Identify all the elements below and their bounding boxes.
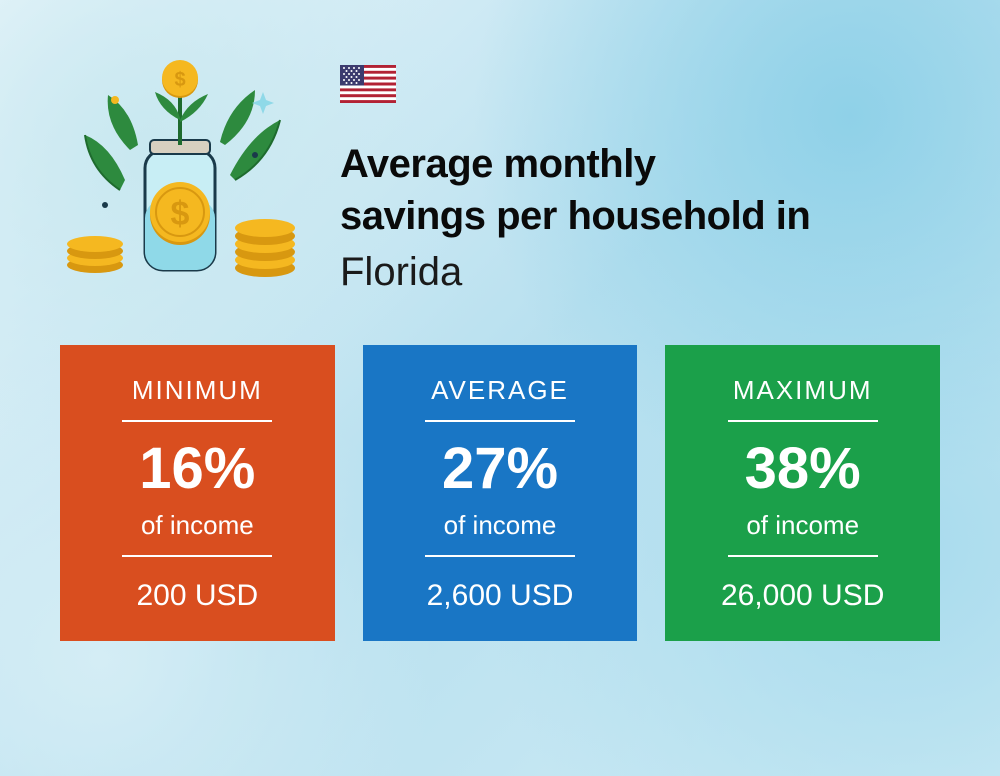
page-title: Average monthly savings per household in <box>340 138 940 242</box>
card-percent: 38% <box>745 440 861 498</box>
title-line-1: Average monthly <box>340 142 656 186</box>
card-maximum: MAXIMUM 38% of income 26,000 USD <box>665 345 940 641</box>
card-label: MINIMUM <box>132 375 263 406</box>
usa-flag-icon <box>340 65 396 103</box>
card-subtext: of income <box>444 510 557 541</box>
card-minimum: MINIMUM 16% of income 200 USD <box>60 345 335 641</box>
card-subtext: of income <box>141 510 254 541</box>
header-section: $ $ <box>0 0 1000 315</box>
card-subtext: of income <box>746 510 859 541</box>
card-average: AVERAGE 27% of income 2,600 USD <box>363 345 638 641</box>
divider-line <box>122 555 272 557</box>
card-label: MAXIMUM <box>733 375 873 406</box>
divider-line <box>122 420 272 422</box>
divider-line <box>425 420 575 422</box>
card-percent: 27% <box>442 440 558 498</box>
card-amount: 2,600 USD <box>427 579 574 613</box>
card-label: AVERAGE <box>431 375 569 406</box>
divider-line <box>425 555 575 557</box>
svg-text:$: $ <box>174 69 185 91</box>
card-amount: 26,000 USD <box>721 579 884 613</box>
card-amount: 200 USD <box>136 579 258 613</box>
savings-jar-illustration: $ $ <box>60 50 300 290</box>
svg-text:$: $ <box>171 195 190 233</box>
location-name: Florida <box>340 250 940 295</box>
stat-cards-row: MINIMUM 16% of income 200 USD AVERAGE 27… <box>0 315 1000 691</box>
card-percent: 16% <box>139 440 255 498</box>
title-block: Average monthly savings per household in… <box>340 50 940 295</box>
divider-line <box>728 420 878 422</box>
divider-line <box>728 555 878 557</box>
title-line-2: savings per household in <box>340 194 810 238</box>
